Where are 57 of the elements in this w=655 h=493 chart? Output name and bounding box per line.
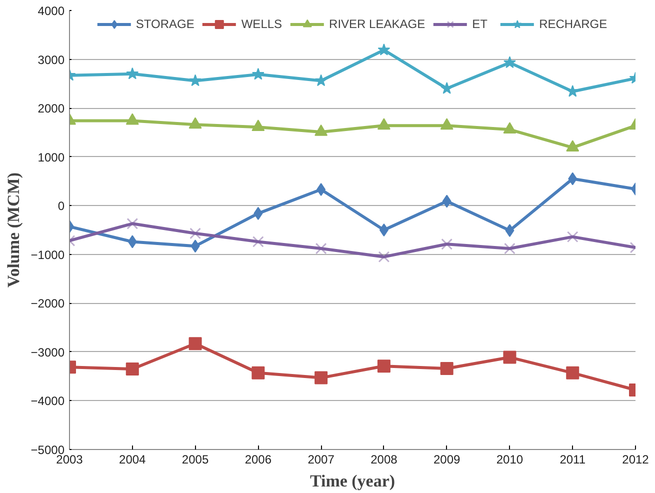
point [189, 74, 202, 86]
point [190, 240, 200, 253]
point [314, 371, 328, 384]
point [504, 56, 516, 68]
point [440, 82, 454, 94]
legend-label: RECHARGE [539, 17, 608, 31]
y-tick-label: 2000 [38, 102, 65, 116]
point [378, 44, 390, 56]
x-tick-label: 2007 [308, 452, 335, 466]
point [503, 350, 516, 364]
legend-label: WELLS [241, 17, 282, 31]
legend-label: RIVER LEAKAGE [329, 17, 426, 31]
y-tick-label: −1000 [30, 248, 65, 262]
point [442, 194, 452, 208]
point [252, 68, 264, 80]
point [188, 117, 202, 129]
point [566, 140, 580, 152]
x-tick-label: 2011 [560, 452, 586, 466]
x-tick-label: 2009 [433, 452, 461, 466]
y-tick-label: 0 [58, 199, 65, 214]
point [377, 360, 390, 373]
y-tick-label: −2000 [30, 296, 65, 311]
point [316, 183, 326, 196]
point [126, 67, 139, 80]
x-tick-label: 2012 [622, 452, 650, 466]
point [126, 113, 139, 125]
x-axis-title: Time (year) [310, 472, 396, 490]
point [379, 224, 388, 236]
point [440, 118, 454, 130]
x-tick-label: 2006 [244, 452, 272, 466]
x-tick-label: 2005 [182, 452, 209, 466]
y-tick-label: −4000 [30, 394, 65, 408]
point [252, 120, 265, 132]
point [505, 224, 514, 237]
point [440, 362, 454, 376]
point [126, 362, 139, 376]
x-tick-label: 2008 [370, 452, 398, 466]
x-tick-label: 2010 [496, 452, 524, 466]
point [128, 235, 137, 248]
point [188, 337, 202, 350]
point [568, 172, 578, 186]
point [377, 118, 390, 130]
y-axis-title: Volume (MCM) [4, 172, 23, 288]
legend-label: STORAGE [136, 17, 194, 31]
x-tick-label: 2003 [56, 452, 84, 466]
legend-label: ET [472, 17, 488, 31]
y-tick-label: 1000 [38, 150, 65, 164]
point [503, 122, 516, 134]
x-tick-label: 2004 [119, 452, 146, 466]
point [254, 206, 263, 220]
y-tick-label: 3000 [38, 52, 65, 67]
y-tick-label: −3000 [30, 345, 65, 360]
point [314, 74, 328, 86]
y-tick-label: 4000 [38, 4, 65, 18]
point [566, 366, 580, 380]
point [314, 124, 328, 136]
point [252, 366, 265, 380]
